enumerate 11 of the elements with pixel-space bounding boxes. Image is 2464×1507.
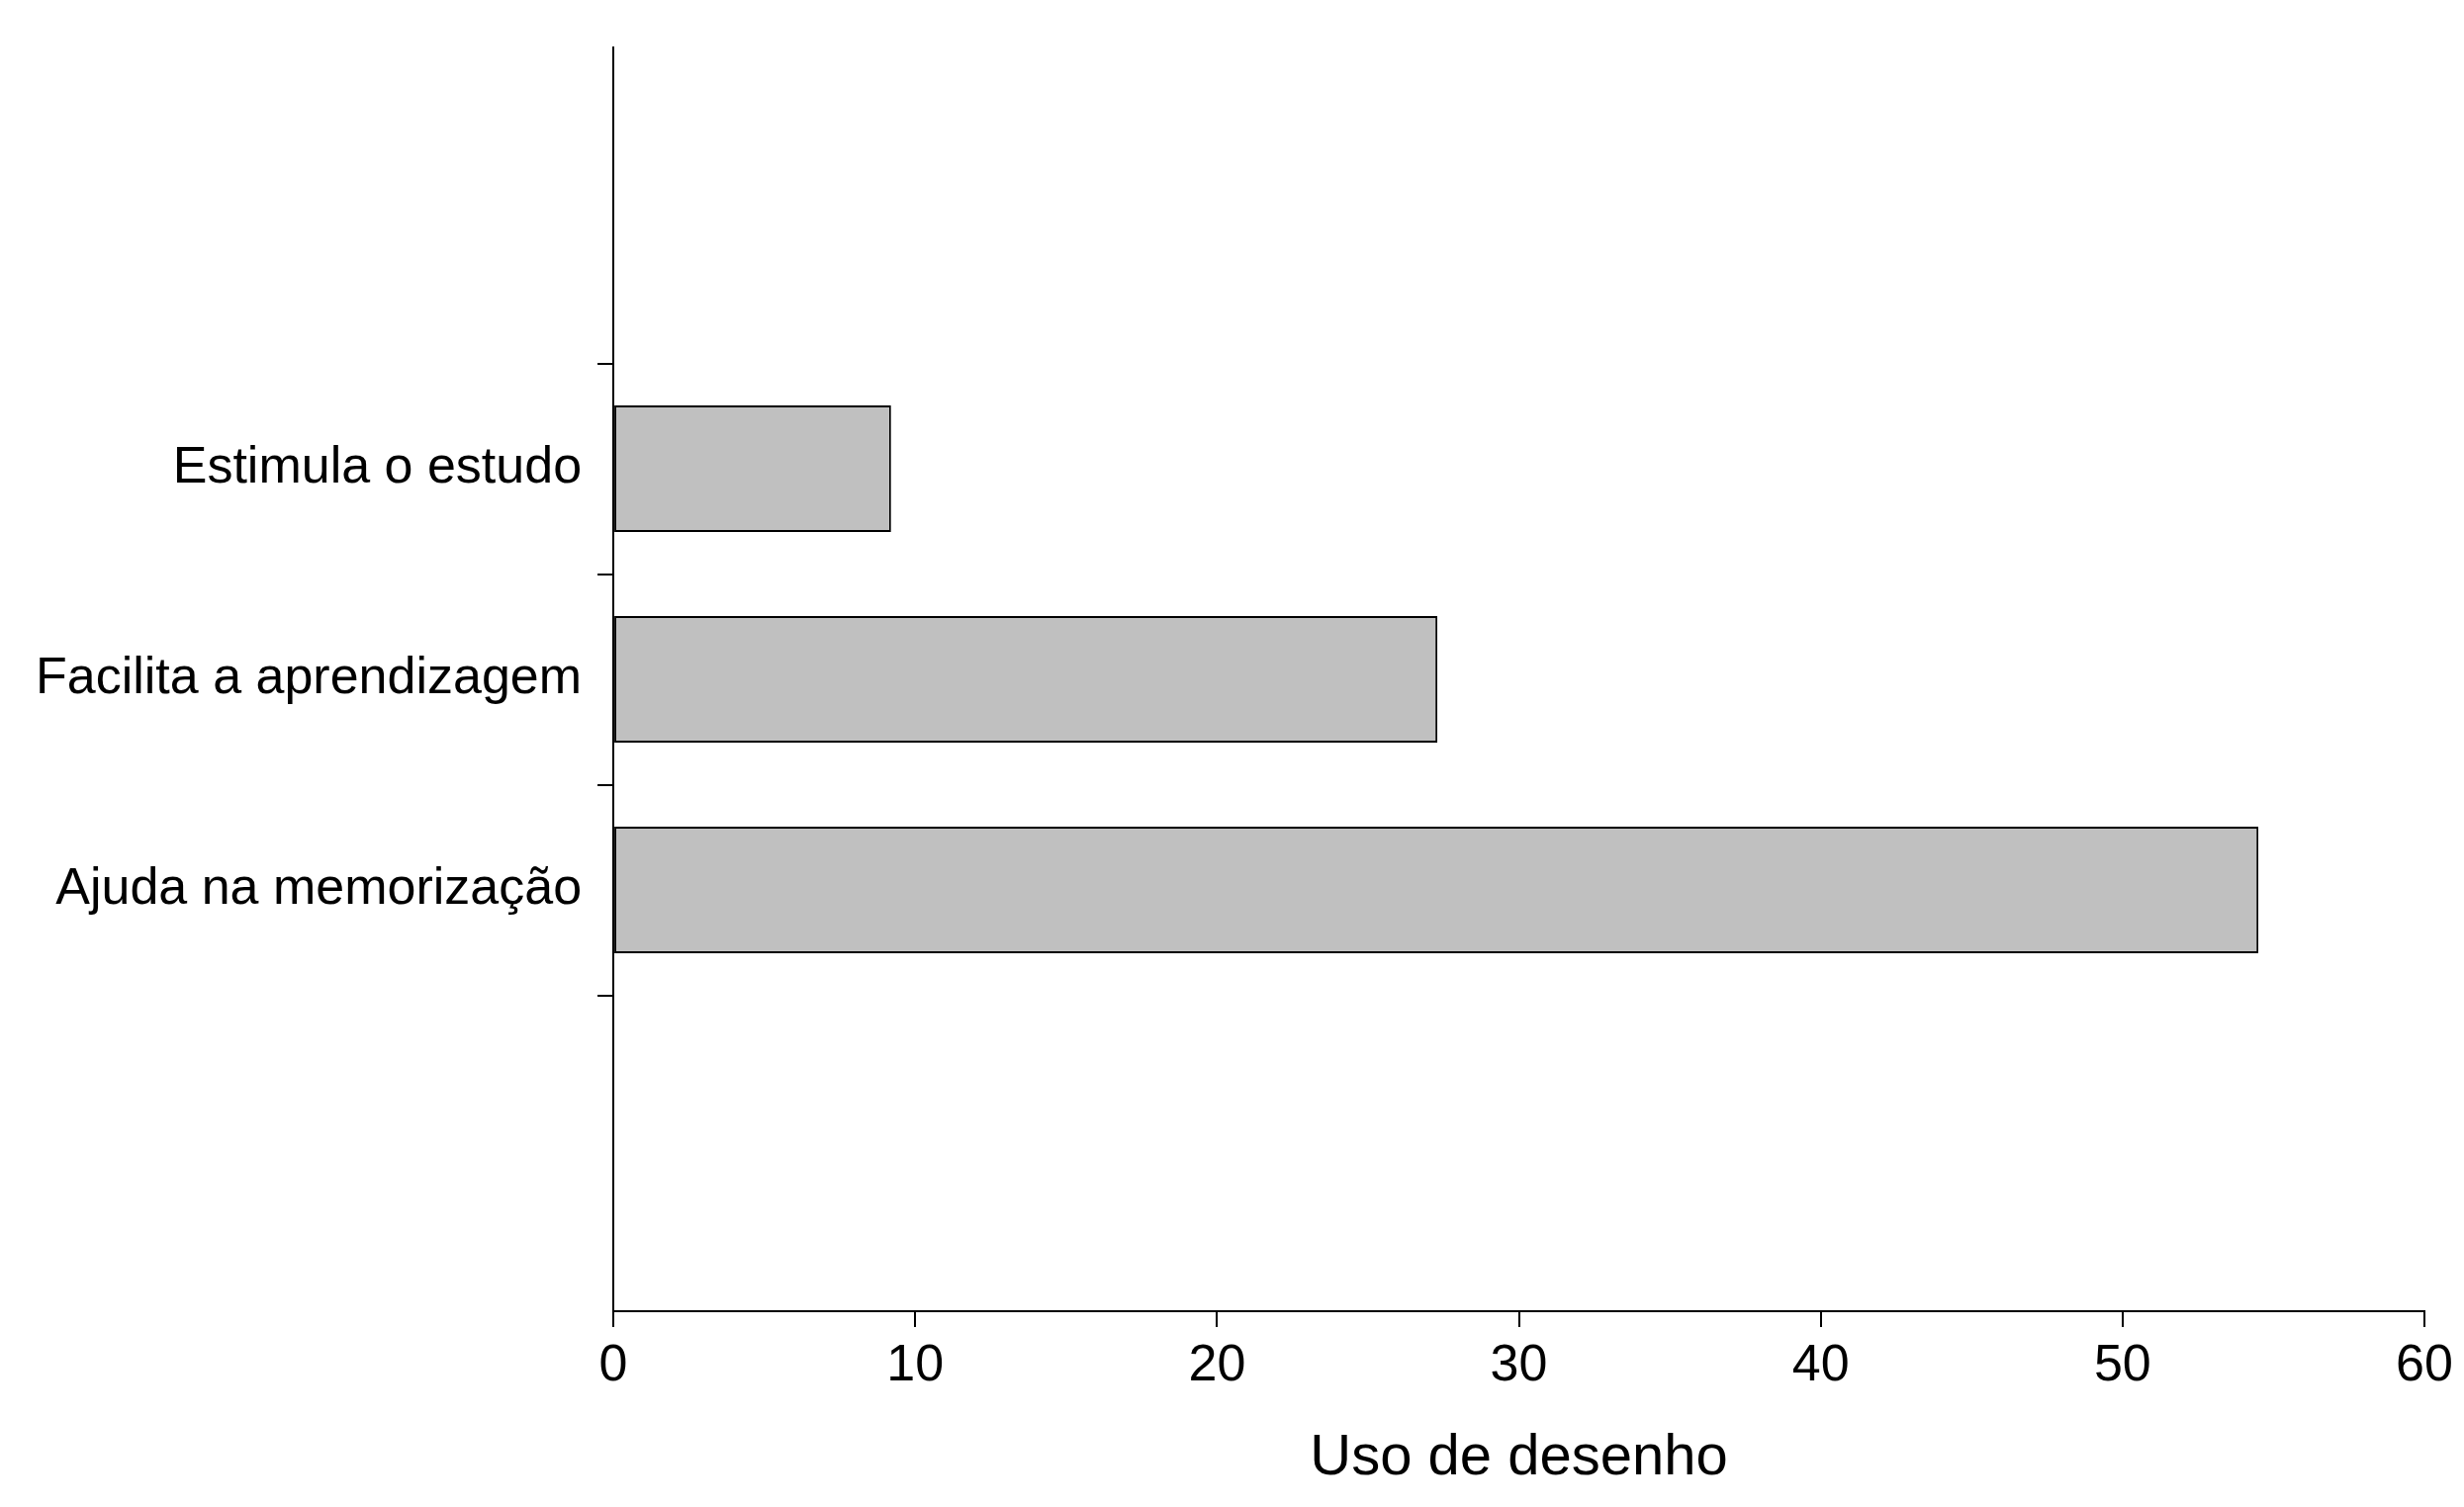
x-tick-label: 30 <box>1490 1333 1548 1391</box>
y-tick-label: Estimula o estudo <box>172 436 583 494</box>
x-tick-label: 0 <box>598 1333 628 1391</box>
x-tick-label: 50 <box>2093 1333 2151 1391</box>
y-tick-label: Ajuda na memorização <box>55 857 583 916</box>
x-tick-label: 60 <box>2396 1333 2453 1391</box>
x-tick-label: 40 <box>1791 1333 1850 1391</box>
y-tick-label: Facilita a aprendizagem <box>35 647 583 705</box>
x-axis-title: Uso de desenho <box>1310 1422 1728 1487</box>
x-tick-label: 10 <box>886 1333 945 1391</box>
x-tick-label: 20 <box>1188 1333 1246 1391</box>
